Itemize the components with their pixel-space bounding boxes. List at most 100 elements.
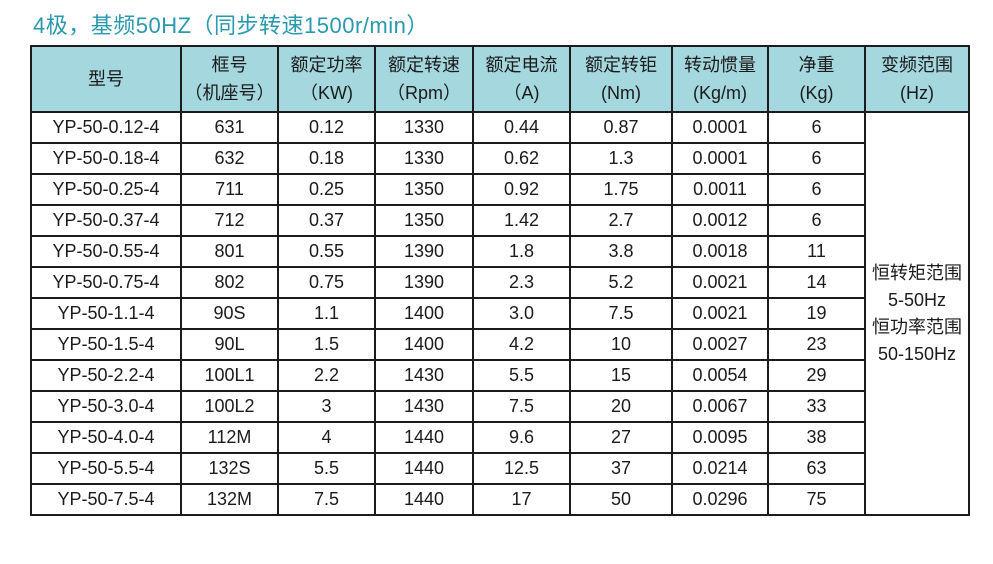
cell-rated-power: 0.75 bbox=[277, 266, 376, 299]
header-row: 型号 框号 （机座号） 额定功率 （KW) 额定转速 （Rpm） 额定电流 （A) 额定转钜 (Nm… bbox=[30, 45, 970, 113]
cell-frame: 712 bbox=[180, 204, 279, 237]
cell-model: YP-50-0.55-4 bbox=[30, 235, 182, 268]
cell-net-weight: 6 bbox=[767, 173, 866, 206]
cell-rated-speed: 1390 bbox=[374, 235, 474, 268]
cell-net-weight: 23 bbox=[767, 328, 866, 361]
cell-model: YP-50-7.5-4 bbox=[30, 483, 182, 516]
col-header-inertia-line2: (Kg/m) bbox=[693, 83, 747, 103]
cell-model: YP-50-3.0-4 bbox=[30, 390, 182, 423]
table-header: 型号 框号 （机座号） 额定功率 （KW) 额定转速 （Rpm） 额定电流 （A) 额定转钜 (Nm… bbox=[30, 45, 970, 113]
cell-rated-power: 1.1 bbox=[277, 297, 376, 330]
table-body: YP-50-0.12-4 631 0.12 1330 0.44 0.87 0.0001 6 恒转… bbox=[30, 111, 970, 516]
table-row: YP-50-3.0-4 100L2 3 1430 7.5 20 0.0067 33 bbox=[30, 390, 969, 423]
cell-rated-torque: 1.75 bbox=[569, 173, 673, 206]
cell-inertia: 0.0054 bbox=[671, 359, 769, 392]
cell-frame: 90L bbox=[180, 328, 279, 361]
freq-range-note-cell: 恒转矩范围 5-50Hz 恒功率范围 50-150Hz bbox=[864, 111, 970, 516]
cell-rated-speed: 1330 bbox=[374, 142, 474, 175]
cell-rated-speed: 1350 bbox=[374, 204, 474, 237]
cell-rated-speed: 1440 bbox=[374, 483, 474, 516]
table-row: YP-50-0.18-4 632 0.18 1330 0.62 1.3 0.0001 6 bbox=[30, 142, 969, 175]
cell-net-weight: 33 bbox=[767, 390, 866, 423]
cell-inertia: 0.0011 bbox=[671, 173, 769, 206]
cell-inertia: 0.0296 bbox=[671, 483, 769, 516]
cell-inertia: 0.0214 bbox=[671, 452, 769, 485]
cell-frame: 112M bbox=[180, 421, 279, 454]
cell-rated-torque: 7.5 bbox=[569, 297, 673, 330]
cell-rated-current: 7.5 bbox=[472, 390, 571, 423]
cell-rated-power: 0.25 bbox=[277, 173, 376, 206]
cell-rated-power: 2.2 bbox=[277, 359, 376, 392]
cell-net-weight: 6 bbox=[767, 204, 866, 237]
cell-model: YP-50-0.37-4 bbox=[30, 204, 182, 237]
cell-rated-speed: 1400 bbox=[374, 297, 474, 330]
cell-rated-power: 0.55 bbox=[277, 235, 376, 268]
cell-rated-torque: 50 bbox=[569, 483, 673, 516]
cell-rated-speed: 1430 bbox=[374, 390, 474, 423]
col-header-rated-torque-line2: (Nm) bbox=[601, 83, 641, 103]
col-header-freq-range-line1: 变频范围 bbox=[881, 55, 953, 75]
cell-rated-power: 5.5 bbox=[277, 452, 376, 485]
col-header-inertia-line1: 转动惯量 bbox=[684, 55, 756, 75]
freq-range-note-line: 50-150Hz bbox=[877, 343, 957, 364]
cell-rated-current: 1.8 bbox=[472, 235, 571, 268]
cell-rated-speed: 1350 bbox=[374, 173, 474, 206]
cell-inertia: 0.0012 bbox=[671, 204, 769, 237]
col-header-rated-torque: 额定转钜 (Nm) bbox=[569, 45, 673, 113]
cell-frame: 90S bbox=[180, 297, 279, 330]
cell-rated-current: 17 bbox=[472, 483, 571, 516]
page-title: 4极，基频50HZ（同步转速1500r/min） bbox=[33, 13, 429, 38]
table-row: YP-50-2.2-4 100L1 2.2 1430 5.5 15 0.0054 29 bbox=[30, 359, 969, 392]
table-row: YP-50-4.0-4 112M 4 1440 9.6 27 0.0095 38 bbox=[30, 421, 969, 454]
cell-rated-torque: 10 bbox=[569, 328, 673, 361]
cell-rated-torque: 15 bbox=[569, 359, 673, 392]
cell-inertia: 0.0021 bbox=[671, 297, 769, 330]
cell-rated-current: 12.5 bbox=[472, 452, 571, 485]
cell-rated-torque: 2.7 bbox=[569, 204, 673, 237]
cell-net-weight: 11 bbox=[767, 235, 866, 268]
cell-inertia: 0.0018 bbox=[671, 235, 769, 268]
cell-rated-current: 0.44 bbox=[472, 111, 571, 144]
col-header-freq-range-line2: (Hz) bbox=[900, 83, 934, 103]
col-header-freq-range: 变频范围 (Hz) bbox=[864, 45, 970, 113]
cell-rated-current: 1.42 bbox=[472, 204, 571, 237]
cell-rated-torque: 0.87 bbox=[569, 111, 673, 144]
col-header-net-weight-line1: 净重 bbox=[798, 55, 835, 75]
table-row: YP-50-5.5-4 132S 5.5 1440 12.5 37 0.0214 63 bbox=[30, 452, 969, 485]
cell-rated-speed: 1400 bbox=[374, 328, 474, 361]
col-header-rated-torque-line1: 额定转钜 bbox=[585, 55, 657, 75]
freq-range-note-line: 5-50Hz bbox=[887, 289, 947, 310]
cell-frame: 100L2 bbox=[180, 390, 279, 423]
table-row: YP-50-7.5-4 132M 7.5 1440 17 50 0.0296 75 bbox=[30, 483, 969, 516]
cell-rated-power: 0.18 bbox=[277, 142, 376, 175]
cell-rated-torque: 27 bbox=[569, 421, 673, 454]
cell-net-weight: 6 bbox=[767, 142, 866, 175]
cell-rated-torque: 5.2 bbox=[569, 266, 673, 299]
col-header-inertia: 转动惯量 (Kg/m) bbox=[671, 45, 769, 113]
col-header-rated-power: 额定功率 （KW) bbox=[277, 45, 376, 113]
cell-rated-current: 4.2 bbox=[472, 328, 571, 361]
cell-frame: 711 bbox=[180, 173, 279, 206]
cell-model: YP-50-0.12-4 bbox=[30, 111, 182, 144]
cell-inertia: 0.0001 bbox=[671, 111, 769, 144]
cell-rated-speed: 1330 bbox=[374, 111, 474, 144]
cell-frame: 100L1 bbox=[180, 359, 279, 392]
table-row: YP-50-1.1-4 90S 1.1 1400 3.0 7.5 0.0021 19 bbox=[30, 297, 969, 330]
col-header-rated-speed: 额定转速 （Rpm） bbox=[374, 45, 474, 113]
col-header-frame-line2: （机座号） bbox=[184, 83, 275, 103]
cell-model: YP-50-0.25-4 bbox=[30, 173, 182, 206]
cell-rated-power: 0.12 bbox=[277, 111, 376, 144]
cell-rated-current: 3.0 bbox=[472, 297, 571, 330]
cell-net-weight: 29 bbox=[767, 359, 866, 392]
cell-rated-current: 0.62 bbox=[472, 142, 571, 175]
cell-net-weight: 38 bbox=[767, 421, 866, 454]
cell-rated-power: 3 bbox=[277, 390, 376, 423]
cell-net-weight: 63 bbox=[767, 452, 866, 485]
table-row: YP-50-0.37-4 712 0.37 1350 1.42 2.7 0.0012 6 bbox=[30, 204, 969, 237]
cell-model: YP-50-0.18-4 bbox=[30, 142, 182, 175]
cell-frame: 801 bbox=[180, 235, 279, 268]
cell-net-weight: 14 bbox=[767, 266, 866, 299]
col-header-rated-current-line1: 额定电流 bbox=[485, 55, 558, 75]
table-row: YP-50-0.25-4 711 0.25 1350 0.92 1.75 0.0011 6 bbox=[30, 173, 969, 206]
